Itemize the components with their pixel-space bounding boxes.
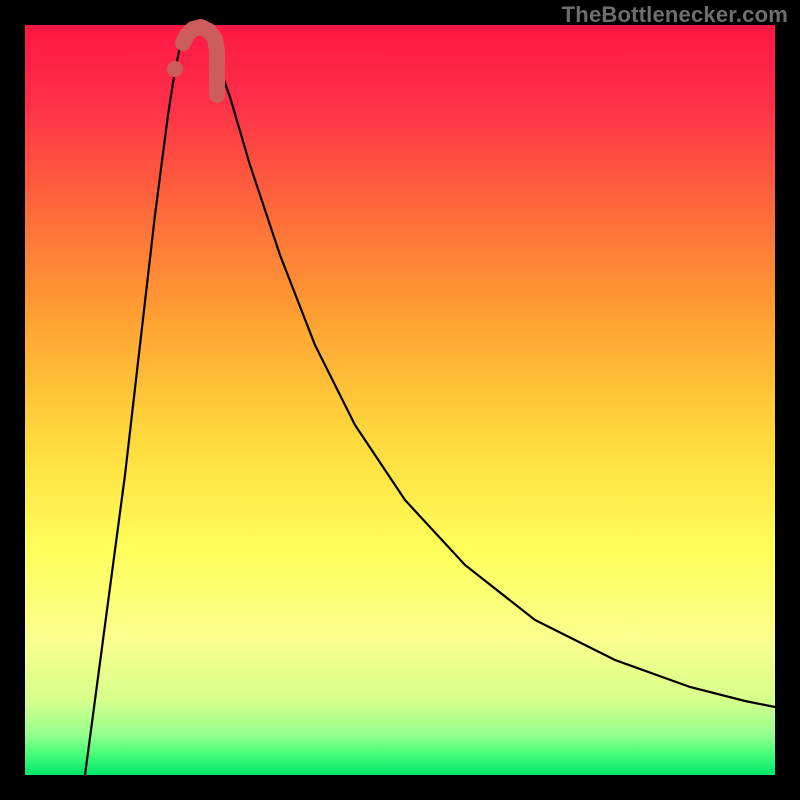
bottleneck-chart: [0, 0, 800, 800]
j-mark-dot: [167, 61, 183, 77]
plot-background: [25, 25, 775, 775]
watermark-text: TheBottlenecker.com: [562, 2, 788, 28]
chart-container: TheBottlenecker.com: [0, 0, 800, 800]
